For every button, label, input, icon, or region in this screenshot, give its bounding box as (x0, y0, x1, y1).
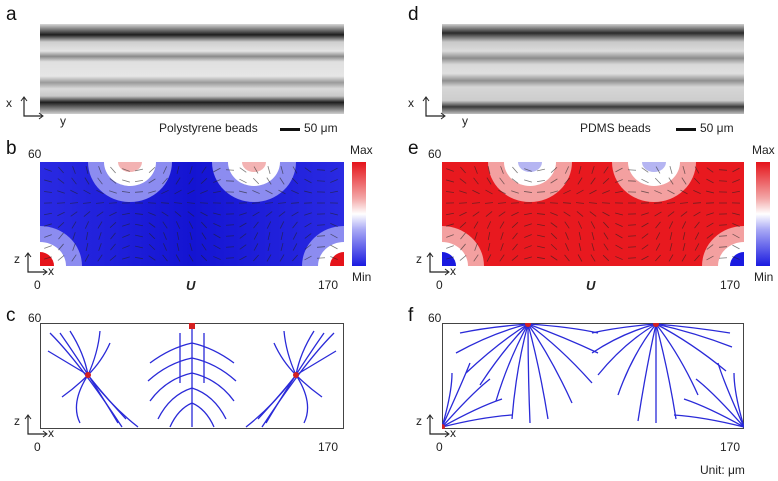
panel-label-c: c (6, 305, 16, 326)
axis-label-x-c: x (48, 426, 54, 440)
axis-label-z-e: z (416, 252, 422, 266)
axis-label-x-b: x (48, 264, 54, 278)
caption-pdms: PDMS beads (580, 121, 651, 135)
field-map-e (400, 122, 778, 306)
x-min-label-c: 0 (34, 440, 41, 454)
scale-bar-d (676, 128, 696, 131)
x-min-label-b: 0 (34, 278, 41, 292)
z-max-label-c: 60 (28, 311, 42, 325)
colorbar-e (756, 162, 770, 266)
axis-indicator-d (420, 96, 450, 127)
z-max-label-b: 60 (28, 147, 42, 161)
x-max-label-f: 170 (720, 440, 741, 454)
axis-label-x-a: x (6, 96, 12, 110)
axis-indicator-e (424, 252, 454, 283)
axis-label-x-f: x (450, 426, 456, 440)
scale-label-d: 50 μm (700, 121, 734, 135)
axis-indicator-c (22, 414, 52, 445)
field-symbol-e: U (586, 278, 596, 293)
scale-label-a: 50 μm (304, 121, 338, 135)
streamline-plot-c (40, 322, 344, 429)
panel-label-a: a (6, 4, 17, 25)
axis-label-z-c: z (14, 414, 20, 428)
axis-label-z-f: z (416, 414, 422, 428)
z-max-label-e: 60 (428, 147, 442, 161)
axis-label-x-d: x (408, 96, 414, 110)
colorbar-max-b: Max (350, 143, 373, 157)
colorbar-b (352, 162, 366, 266)
x-max-label-b: 170 (318, 278, 339, 292)
axis-indicator-f (424, 414, 454, 445)
field-symbol-b: U (186, 278, 196, 293)
colorbar-min-e: Min (754, 270, 774, 284)
polystyrene-beads-micrograph (40, 24, 344, 114)
x-max-label-e: 170 (720, 278, 741, 292)
panel-label-b: b (6, 138, 17, 159)
axis-label-x-e: x (450, 264, 456, 278)
field-map-b (0, 122, 386, 306)
x-min-label-e: 0 (436, 278, 443, 292)
panel-label-f: f (408, 305, 414, 326)
scale-bar-a (280, 128, 300, 131)
panel-label-d: d (408, 4, 419, 25)
axis-label-y-d: y (462, 114, 468, 128)
caption-polystyrene: Polystyrene beads (159, 121, 258, 135)
pdms-beads-micrograph (442, 24, 744, 114)
colorbar-min-b: Min (352, 270, 372, 284)
axis-indicator-a (18, 96, 48, 127)
x-max-label-c: 170 (318, 440, 339, 454)
x-min-label-f: 0 (436, 440, 443, 454)
axis-label-y-a: y (60, 114, 66, 128)
axis-label-z-b: z (14, 252, 20, 266)
streamline-plot-f (439, 321, 745, 430)
unit-note: Unit: μm (700, 463, 745, 477)
colorbar-max-e: Max (752, 143, 775, 157)
axis-indicator-b (22, 252, 52, 283)
panel-label-e: e (408, 138, 419, 159)
z-max-label-f: 60 (428, 311, 442, 325)
